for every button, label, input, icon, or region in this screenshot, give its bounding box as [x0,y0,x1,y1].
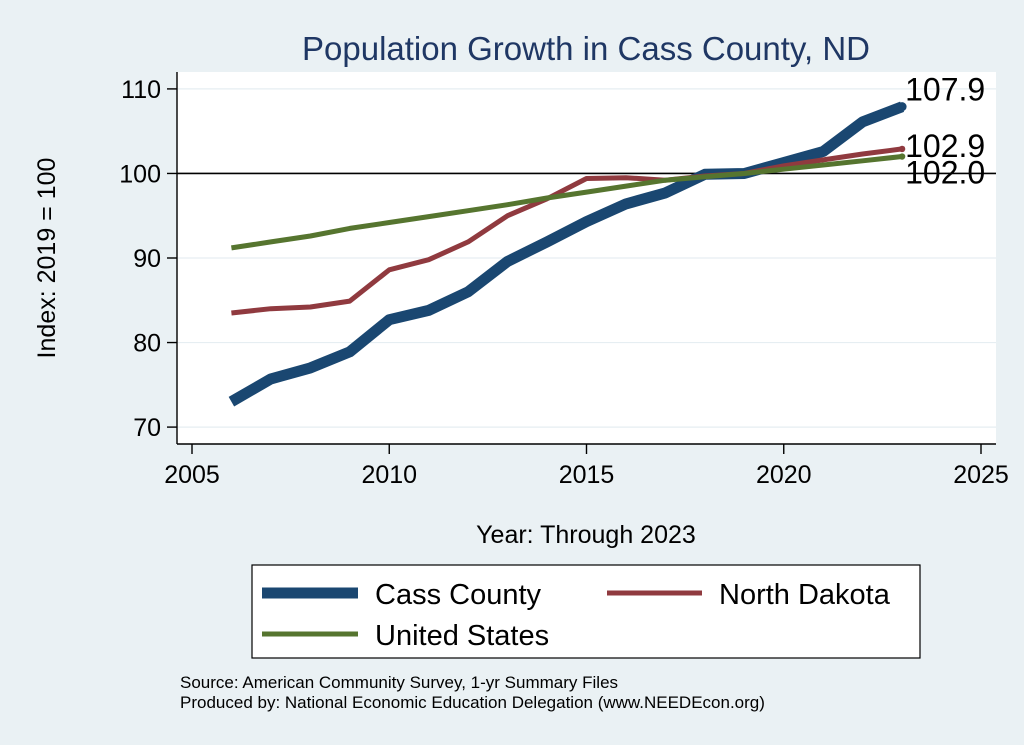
end-marker-united-states [898,153,906,160]
footnote-source: Source: American Community Survey, 1-yr … [180,673,618,692]
end-marker-north-dakota [898,145,906,153]
legend-label-cass-county: Cass County [375,579,542,611]
x-tick-label-2005: 2005 [164,461,220,489]
x-tick-label-2020: 2020 [756,461,812,489]
y-tick-label-80: 80 [133,330,161,358]
end-label-north-dakota: 102.9 [905,128,985,164]
series-line-cass-county [228,101,905,407]
x-tick-label-2010: 2010 [361,461,417,489]
footnote-produced: Produced by: National Economic Education… [180,693,765,712]
x-axis-title: Year: Through 2023 [476,521,696,549]
legend-label-north-dakota: North Dakota [719,579,891,611]
legend-label-united-states: United States [375,620,549,652]
x-tick-label-2025: 2025 [953,461,1009,489]
series-line-north-dakota [231,146,903,316]
series-line-united-states [231,154,903,251]
x-axis-ticks: 2005 2010 2015 2020 2025 [164,444,1009,489]
y-tick-label-110: 110 [121,76,161,104]
y-tick-label-70: 70 [133,414,161,442]
end-marker-cass-county [897,102,907,112]
y-tick-label-90: 90 [133,245,161,273]
series-lines [228,101,905,407]
end-label-cass-county: 107.9 [905,72,985,108]
chart-title: Population Growth in Cass County, ND [302,30,870,67]
y-tick-label-100: 100 [119,160,161,188]
y-axis-title: Index: 2019 = 100 [33,158,61,359]
y-axis-ticks: 70 80 90 100 110 [119,76,177,442]
end-label-united-states: 102.0 [905,155,985,191]
legend: Cass County North Dakota United States [251,564,921,659]
x-tick-label-2015: 2015 [559,461,615,489]
legend-box [251,564,921,659]
